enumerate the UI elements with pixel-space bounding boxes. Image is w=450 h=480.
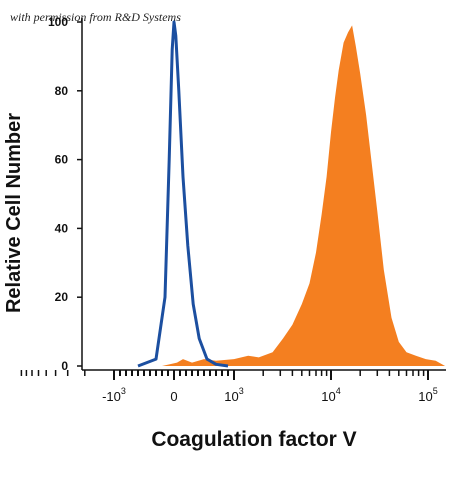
plot-area bbox=[137, 20, 446, 368]
y-axis-ticks: 0 20 40 60 80 100 bbox=[48, 15, 82, 373]
x-tick-label: 105 bbox=[418, 386, 437, 404]
x-tick-label: 103 bbox=[224, 386, 243, 404]
y-tick-label: 60 bbox=[55, 153, 69, 167]
histogram-area-stained bbox=[162, 25, 446, 367]
y-tick-label: 0 bbox=[61, 359, 68, 373]
x-axis-ticks: -103 0 103 104 105 bbox=[20, 370, 438, 404]
y-tick-label: 100 bbox=[48, 15, 68, 29]
y-axis-title: Relative Cell Number bbox=[3, 113, 25, 313]
histogram-line-control bbox=[137, 20, 229, 368]
x-tick-label: -103 bbox=[102, 386, 126, 404]
x-tick-label: 104 bbox=[321, 386, 340, 404]
y-tick-label: 20 bbox=[55, 290, 69, 304]
x-axis-title: Coagulation factor V bbox=[151, 428, 356, 451]
y-tick-label: 40 bbox=[55, 221, 69, 235]
x-tick-label: 0 bbox=[170, 389, 177, 404]
watermark-text: with permission from R&D Systems bbox=[10, 10, 181, 24]
y-tick-label: 80 bbox=[55, 84, 69, 98]
